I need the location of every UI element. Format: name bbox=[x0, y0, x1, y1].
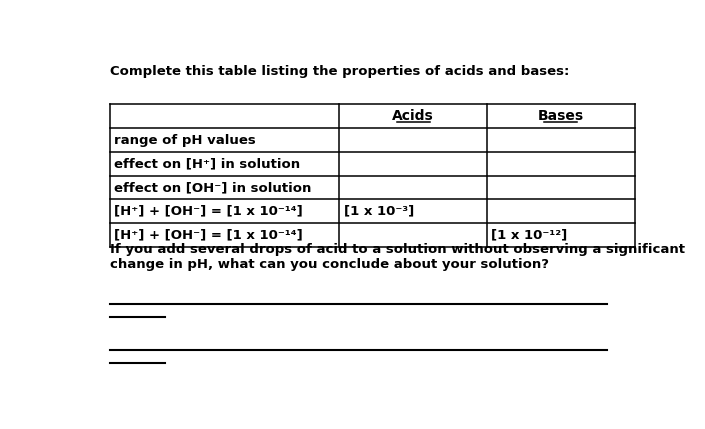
Text: [H⁺] + [OH⁻] = [1 x 10⁻¹⁴]: [H⁺] + [OH⁻] = [1 x 10⁻¹⁴] bbox=[114, 205, 303, 218]
Text: Acids: Acids bbox=[393, 109, 434, 123]
Text: Bases: Bases bbox=[538, 109, 584, 123]
Text: Complete this table listing the properties of acids and bases:: Complete this table listing the properti… bbox=[110, 65, 570, 78]
Text: effect on [OH⁻] in solution: effect on [OH⁻] in solution bbox=[114, 181, 312, 194]
Text: If you add several drops of acid to a solution without observing a significant
c: If you add several drops of acid to a so… bbox=[110, 243, 685, 271]
Text: [1 x 10⁻³]: [1 x 10⁻³] bbox=[344, 205, 414, 218]
Text: effect on [H⁺] in solution: effect on [H⁺] in solution bbox=[114, 157, 300, 170]
Text: [H⁺] + [OH⁻] = [1 x 10⁻¹⁴]: [H⁺] + [OH⁻] = [1 x 10⁻¹⁴] bbox=[114, 229, 303, 242]
Text: [1 x 10⁻¹²]: [1 x 10⁻¹²] bbox=[491, 229, 568, 242]
Text: range of pH values: range of pH values bbox=[114, 133, 256, 147]
